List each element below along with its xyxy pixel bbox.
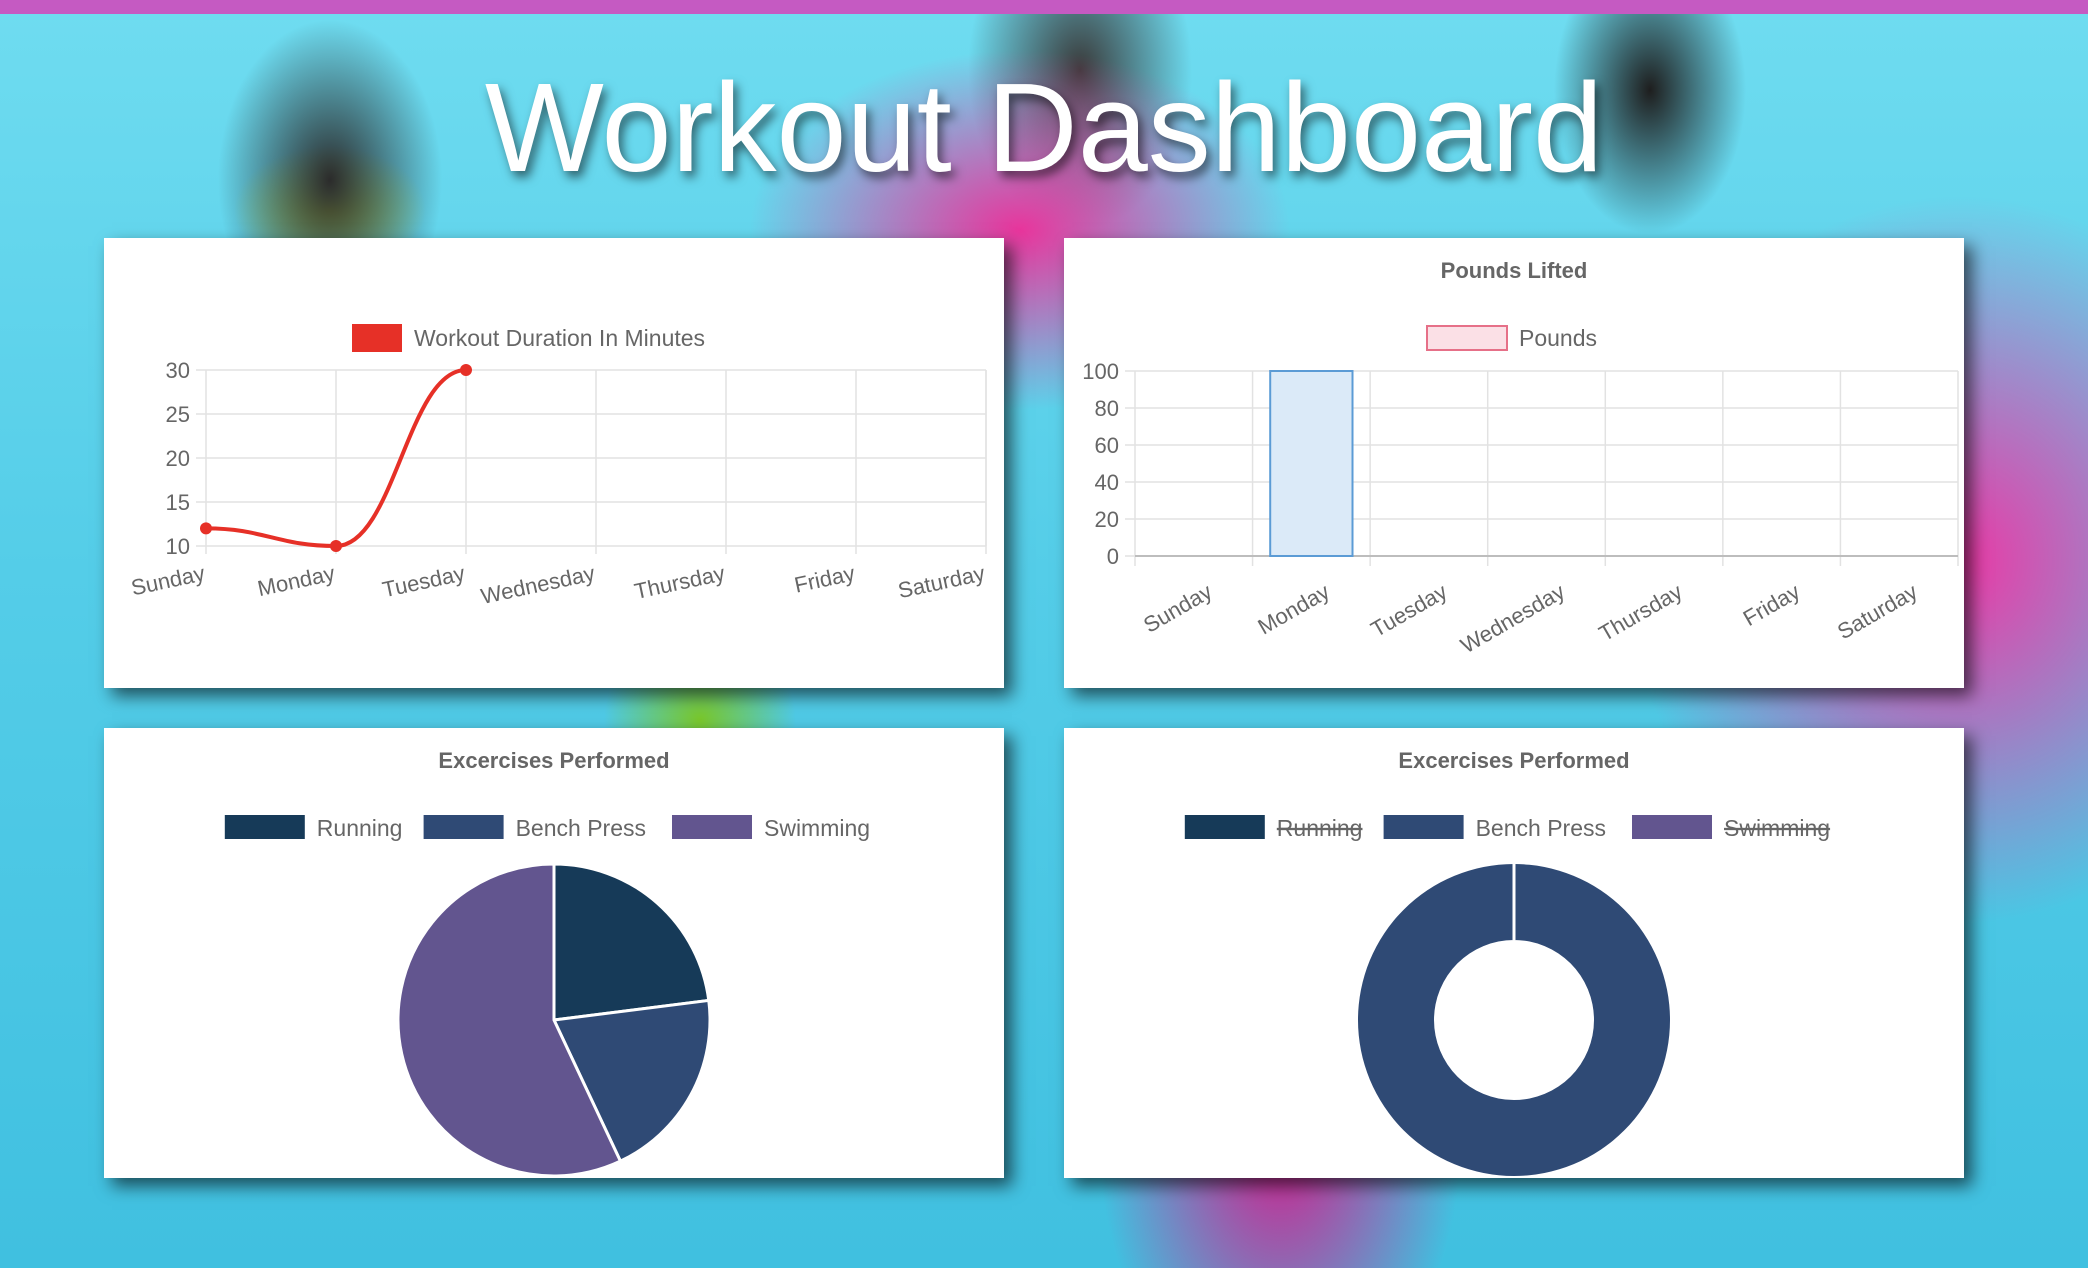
legend-label-pounds: Pounds (1519, 325, 1597, 351)
exercises-doughnut-chart: Excercises Performed Running Bench Press Sw… (1184, 748, 1830, 1176)
doughnut-segment-bench-press[interactable] (1357, 864, 1671, 1176)
y-tick-label: 40 (1095, 470, 1119, 495)
pie-slice-swimming[interactable] (396, 862, 623, 1178)
pounds-bar-chart: Pounds Lifted Pounds 0 20 40 60 80 100 Sunday Mon… (1082, 258, 1959, 659)
legend-label-duration: Workout Duration In Minutes (414, 325, 705, 351)
chart-title: Excercises Performed (1398, 748, 1629, 773)
x-tick-label: Monday (1254, 579, 1334, 640)
chart-title: Excercises Performed (438, 748, 669, 773)
x-tick-label: Thursday (632, 560, 727, 604)
x-tick-label: Friday (1739, 579, 1804, 631)
exercises-pie-chart: Excercises Performed Running Bench Press Sw… (224, 748, 870, 1178)
x-tick-label: Wednesday (479, 560, 597, 609)
legend-swatch-running[interactable] (1184, 815, 1265, 839)
pounds-chart-panel: Pounds Lifted Pounds 0 20 40 60 80 100 Sunday Mon… (1064, 238, 1964, 688)
duration-data-point[interactable] (200, 522, 212, 535)
chart-title: Pounds Lifted (1441, 258, 1588, 283)
legend-label-running: Running (1277, 815, 1363, 841)
legend-swatch-pounds[interactable] (1426, 325, 1508, 351)
duration-data-point[interactable] (330, 540, 342, 552)
legend-label-bench-press: Bench Press (1476, 815, 1606, 841)
y-tick-label: 20 (1095, 507, 1119, 532)
duration-series-line (205, 368, 467, 549)
x-tick-label: Tuesday (380, 560, 467, 602)
legend-swatch-bench-press[interactable] (1383, 815, 1464, 839)
x-tick-label: Tuesday (1367, 579, 1452, 642)
exercises-pie-panel: Excercises Performed Running Bench Press Sw… (104, 728, 1004, 1178)
x-tick-label: Wednesday (1456, 579, 1569, 659)
x-tick-label: Sunday (129, 560, 207, 600)
y-tick-label: 0 (1107, 544, 1119, 569)
legend-label-swimming: Swimming (764, 815, 870, 841)
y-tick-label: 25 (166, 402, 190, 427)
x-tick-label: Monday (255, 560, 337, 601)
y-tick-label: 20 (166, 446, 190, 471)
legend-swatch-swimming[interactable] (1632, 815, 1712, 839)
pounds-bar[interactable] (1269, 370, 1354, 557)
legend-swatch-bench-press[interactable] (423, 815, 504, 839)
exercises-doughnut-panel: Excercises Performed Running Bench Press Sw… (1064, 728, 1964, 1178)
legend-swatch-running[interactable] (224, 815, 305, 839)
legend-label-running: Running (317, 815, 403, 841)
y-tick-label: 80 (1095, 396, 1119, 421)
y-tick-label: 30 (166, 358, 190, 383)
page-title: Workout Dashboard (484, 57, 1604, 198)
duration-line-chart: Workout Duration In Minutes 10 15 20 25 30 Sun… (129, 324, 987, 609)
x-tick-label: Saturday (1833, 579, 1922, 645)
pie-slice-bench-press[interactable] (551, 998, 712, 1164)
duration-data-point[interactable] (460, 364, 472, 376)
y-tick-label: 10 (166, 534, 190, 559)
x-tick-label: Friday (792, 560, 857, 597)
legend-label-bench-press: Bench Press (516, 815, 646, 841)
legend-swatch-swimming[interactable] (672, 815, 752, 839)
x-tick-label: Thursday (1595, 579, 1687, 647)
duration-chart-panel: Workout Duration In Minutes 10 15 20 25 30 Sun… (104, 238, 1004, 688)
x-tick-label: Sunday (1139, 579, 1216, 638)
y-tick-label: 15 (166, 490, 190, 515)
x-tick-label: Saturday (896, 560, 987, 603)
pie-slice-running[interactable] (552, 862, 711, 1022)
top-accent-bar (0, 0, 2088, 14)
y-tick-label: 60 (1095, 433, 1119, 458)
legend-swatch-duration[interactable] (352, 324, 402, 352)
y-tick-label: 100 (1082, 359, 1119, 384)
legend-label-swimming: Swimming (1724, 815, 1830, 841)
